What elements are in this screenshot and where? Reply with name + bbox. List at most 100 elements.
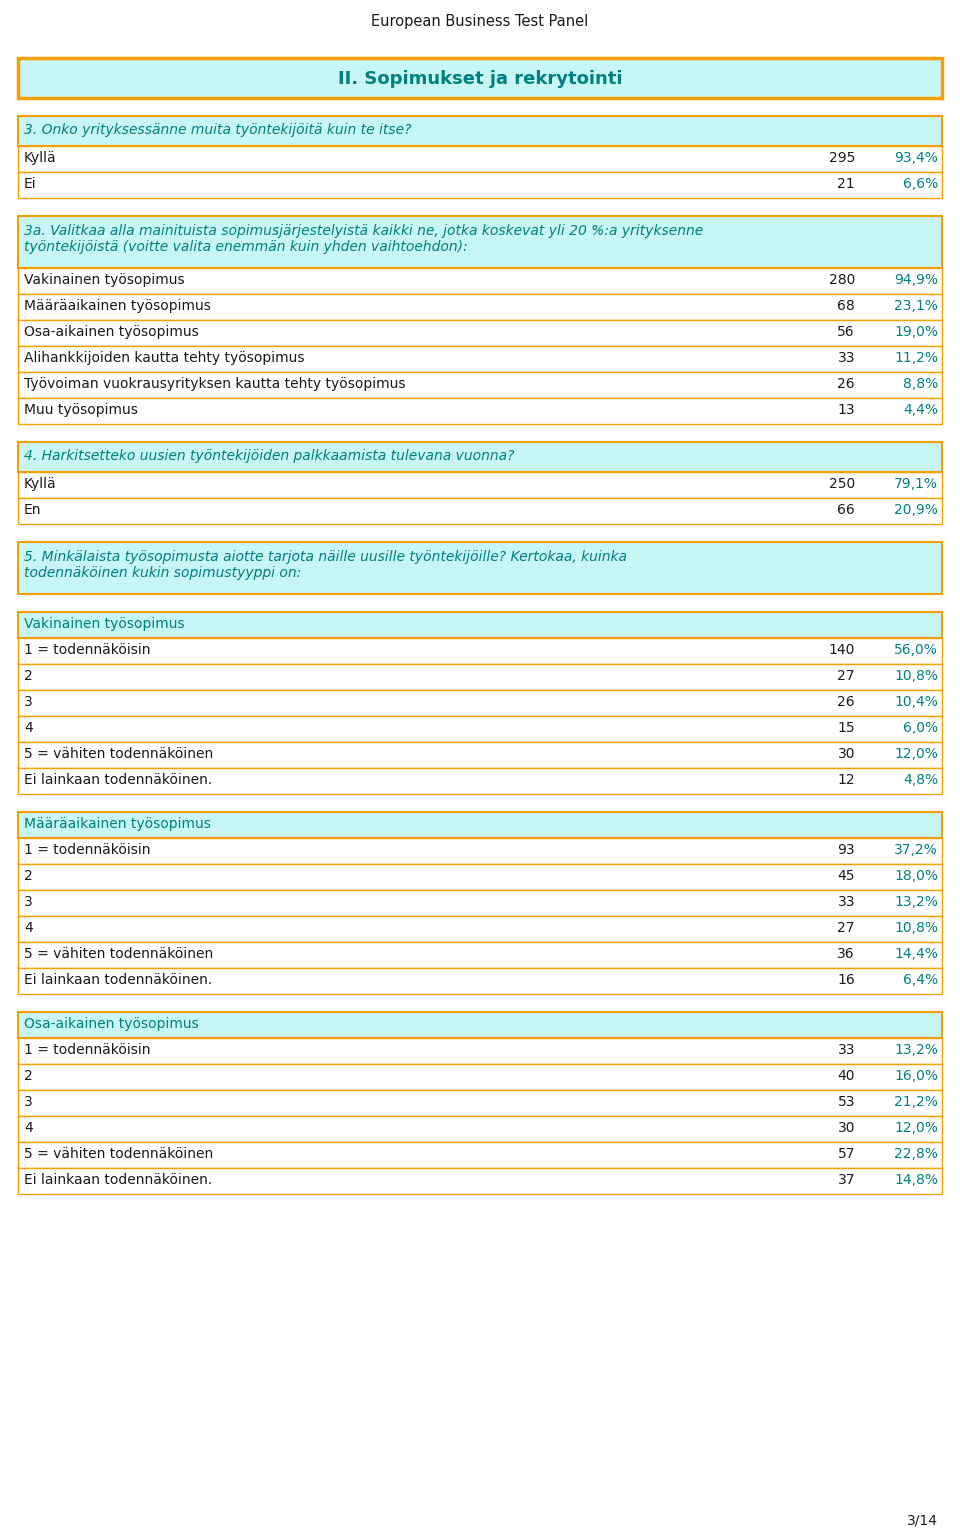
FancyBboxPatch shape: [18, 1012, 942, 1039]
Text: Ei lainkaan todennäköinen.: Ei lainkaan todennäköinen.: [24, 773, 212, 787]
Text: 12: 12: [837, 773, 855, 787]
FancyBboxPatch shape: [18, 397, 942, 423]
FancyBboxPatch shape: [18, 690, 942, 716]
FancyBboxPatch shape: [18, 1117, 942, 1141]
Text: 4: 4: [24, 1121, 33, 1135]
FancyBboxPatch shape: [18, 838, 942, 864]
FancyBboxPatch shape: [18, 542, 942, 594]
Text: 20,9%: 20,9%: [894, 503, 938, 517]
Text: 4: 4: [24, 721, 33, 735]
Text: 11,2%: 11,2%: [894, 351, 938, 365]
FancyBboxPatch shape: [18, 742, 942, 769]
Text: 14,8%: 14,8%: [894, 1174, 938, 1187]
Text: 33: 33: [837, 1043, 855, 1057]
FancyBboxPatch shape: [18, 499, 942, 525]
Text: 2: 2: [24, 868, 33, 884]
Text: Ei lainkaan todennäköinen.: Ei lainkaan todennäköinen.: [24, 973, 212, 986]
FancyBboxPatch shape: [18, 716, 942, 742]
Text: todennäköinen kukin sopimustyyppi on:: todennäköinen kukin sopimustyyppi on:: [24, 566, 301, 580]
Text: 37: 37: [837, 1174, 855, 1187]
Text: 26: 26: [837, 377, 855, 391]
Text: 2: 2: [24, 669, 33, 683]
Text: 140: 140: [828, 643, 855, 657]
Text: 2: 2: [24, 1069, 33, 1083]
FancyBboxPatch shape: [18, 769, 942, 795]
FancyBboxPatch shape: [18, 172, 942, 198]
Text: 23,1%: 23,1%: [894, 299, 938, 313]
FancyBboxPatch shape: [18, 811, 942, 838]
FancyBboxPatch shape: [18, 664, 942, 690]
Text: 250: 250: [828, 477, 855, 491]
Text: Muu työsopimus: Muu työsopimus: [24, 403, 138, 417]
Text: II. Sopimukset ja rekrytointi: II. Sopimukset ja rekrytointi: [338, 71, 622, 87]
Text: Kyllä: Kyllä: [24, 477, 57, 491]
Text: Vakinainen työsopimus: Vakinainen työsopimus: [24, 617, 184, 630]
Text: 36: 36: [837, 946, 855, 960]
Text: 66: 66: [837, 503, 855, 517]
Text: 295: 295: [828, 150, 855, 166]
Text: 53: 53: [837, 1095, 855, 1109]
Text: 3. Onko yrityksessänne muita työntekijöitä kuin te itse?: 3. Onko yrityksessänne muita työntekijöi…: [24, 123, 412, 137]
Text: 4,4%: 4,4%: [903, 403, 938, 417]
Text: 5 = vähiten todennäköinen: 5 = vähiten todennäköinen: [24, 1147, 213, 1161]
Text: 4: 4: [24, 920, 33, 936]
FancyBboxPatch shape: [18, 472, 942, 499]
FancyBboxPatch shape: [18, 216, 942, 268]
FancyBboxPatch shape: [18, 942, 942, 968]
Text: 15: 15: [837, 721, 855, 735]
Text: 10,8%: 10,8%: [894, 669, 938, 683]
Text: 33: 33: [837, 351, 855, 365]
Text: 4,8%: 4,8%: [902, 773, 938, 787]
FancyBboxPatch shape: [18, 1091, 942, 1117]
Text: 33: 33: [837, 894, 855, 910]
Text: 30: 30: [837, 747, 855, 761]
Text: 6,0%: 6,0%: [902, 721, 938, 735]
Text: 1 = todennäköisin: 1 = todennäköisin: [24, 643, 151, 657]
Text: 93: 93: [837, 844, 855, 858]
Text: 3: 3: [24, 695, 33, 709]
Text: 21,2%: 21,2%: [894, 1095, 938, 1109]
FancyBboxPatch shape: [18, 295, 942, 321]
Text: 12,0%: 12,0%: [894, 1121, 938, 1135]
Text: 56,0%: 56,0%: [894, 643, 938, 657]
Text: työntekijöistä (voitte valita enemmän kuin yhden vaihtoehdon):: työntekijöistä (voitte valita enemmän ku…: [24, 239, 468, 255]
Text: 94,9%: 94,9%: [894, 273, 938, 287]
Text: 93,4%: 93,4%: [894, 150, 938, 166]
Text: Ei lainkaan todennäköinen.: Ei lainkaan todennäköinen.: [24, 1174, 212, 1187]
Text: 56: 56: [837, 325, 855, 339]
Text: 16: 16: [837, 973, 855, 986]
Text: 280: 280: [828, 273, 855, 287]
FancyBboxPatch shape: [18, 890, 942, 916]
Text: Määräaikainen työsopimus: Määräaikainen työsopimus: [24, 818, 211, 831]
FancyBboxPatch shape: [18, 612, 942, 638]
Text: Työvoiman vuokrausyrityksen kautta tehty työsopimus: Työvoiman vuokrausyrityksen kautta tehty…: [24, 377, 405, 391]
Text: 3: 3: [24, 894, 33, 910]
Text: European Business Test Panel: European Business Test Panel: [372, 14, 588, 29]
Text: Kyllä: Kyllä: [24, 150, 57, 166]
Text: 5. Minkälaista työsopimusta aiotte tarjota näille uusille työntekijöille? Kertok: 5. Minkälaista työsopimusta aiotte tarjo…: [24, 551, 627, 565]
FancyBboxPatch shape: [18, 968, 942, 994]
Text: 12,0%: 12,0%: [894, 747, 938, 761]
FancyBboxPatch shape: [18, 146, 942, 172]
Text: 40: 40: [837, 1069, 855, 1083]
Text: 3/14: 3/14: [907, 1514, 938, 1528]
Text: 4. Harkitsetteko uusien työntekijöiden palkkaamista tulevana vuonna?: 4. Harkitsetteko uusien työntekijöiden p…: [24, 449, 515, 463]
FancyBboxPatch shape: [18, 58, 942, 98]
FancyBboxPatch shape: [18, 347, 942, 373]
Text: 27: 27: [837, 669, 855, 683]
Text: 57: 57: [837, 1147, 855, 1161]
Text: Määräaikainen työsopimus: Määräaikainen työsopimus: [24, 299, 211, 313]
Text: 26: 26: [837, 695, 855, 709]
Text: Osa-aikainen työsopimus: Osa-aikainen työsopimus: [24, 1017, 199, 1031]
FancyBboxPatch shape: [18, 1167, 942, 1193]
Text: 13,2%: 13,2%: [894, 894, 938, 910]
Text: 13: 13: [837, 403, 855, 417]
FancyBboxPatch shape: [18, 864, 942, 890]
FancyBboxPatch shape: [18, 373, 942, 397]
Text: 6,4%: 6,4%: [902, 973, 938, 986]
FancyBboxPatch shape: [18, 916, 942, 942]
FancyBboxPatch shape: [18, 117, 942, 146]
Text: 27: 27: [837, 920, 855, 936]
Text: 13,2%: 13,2%: [894, 1043, 938, 1057]
Text: 22,8%: 22,8%: [894, 1147, 938, 1161]
